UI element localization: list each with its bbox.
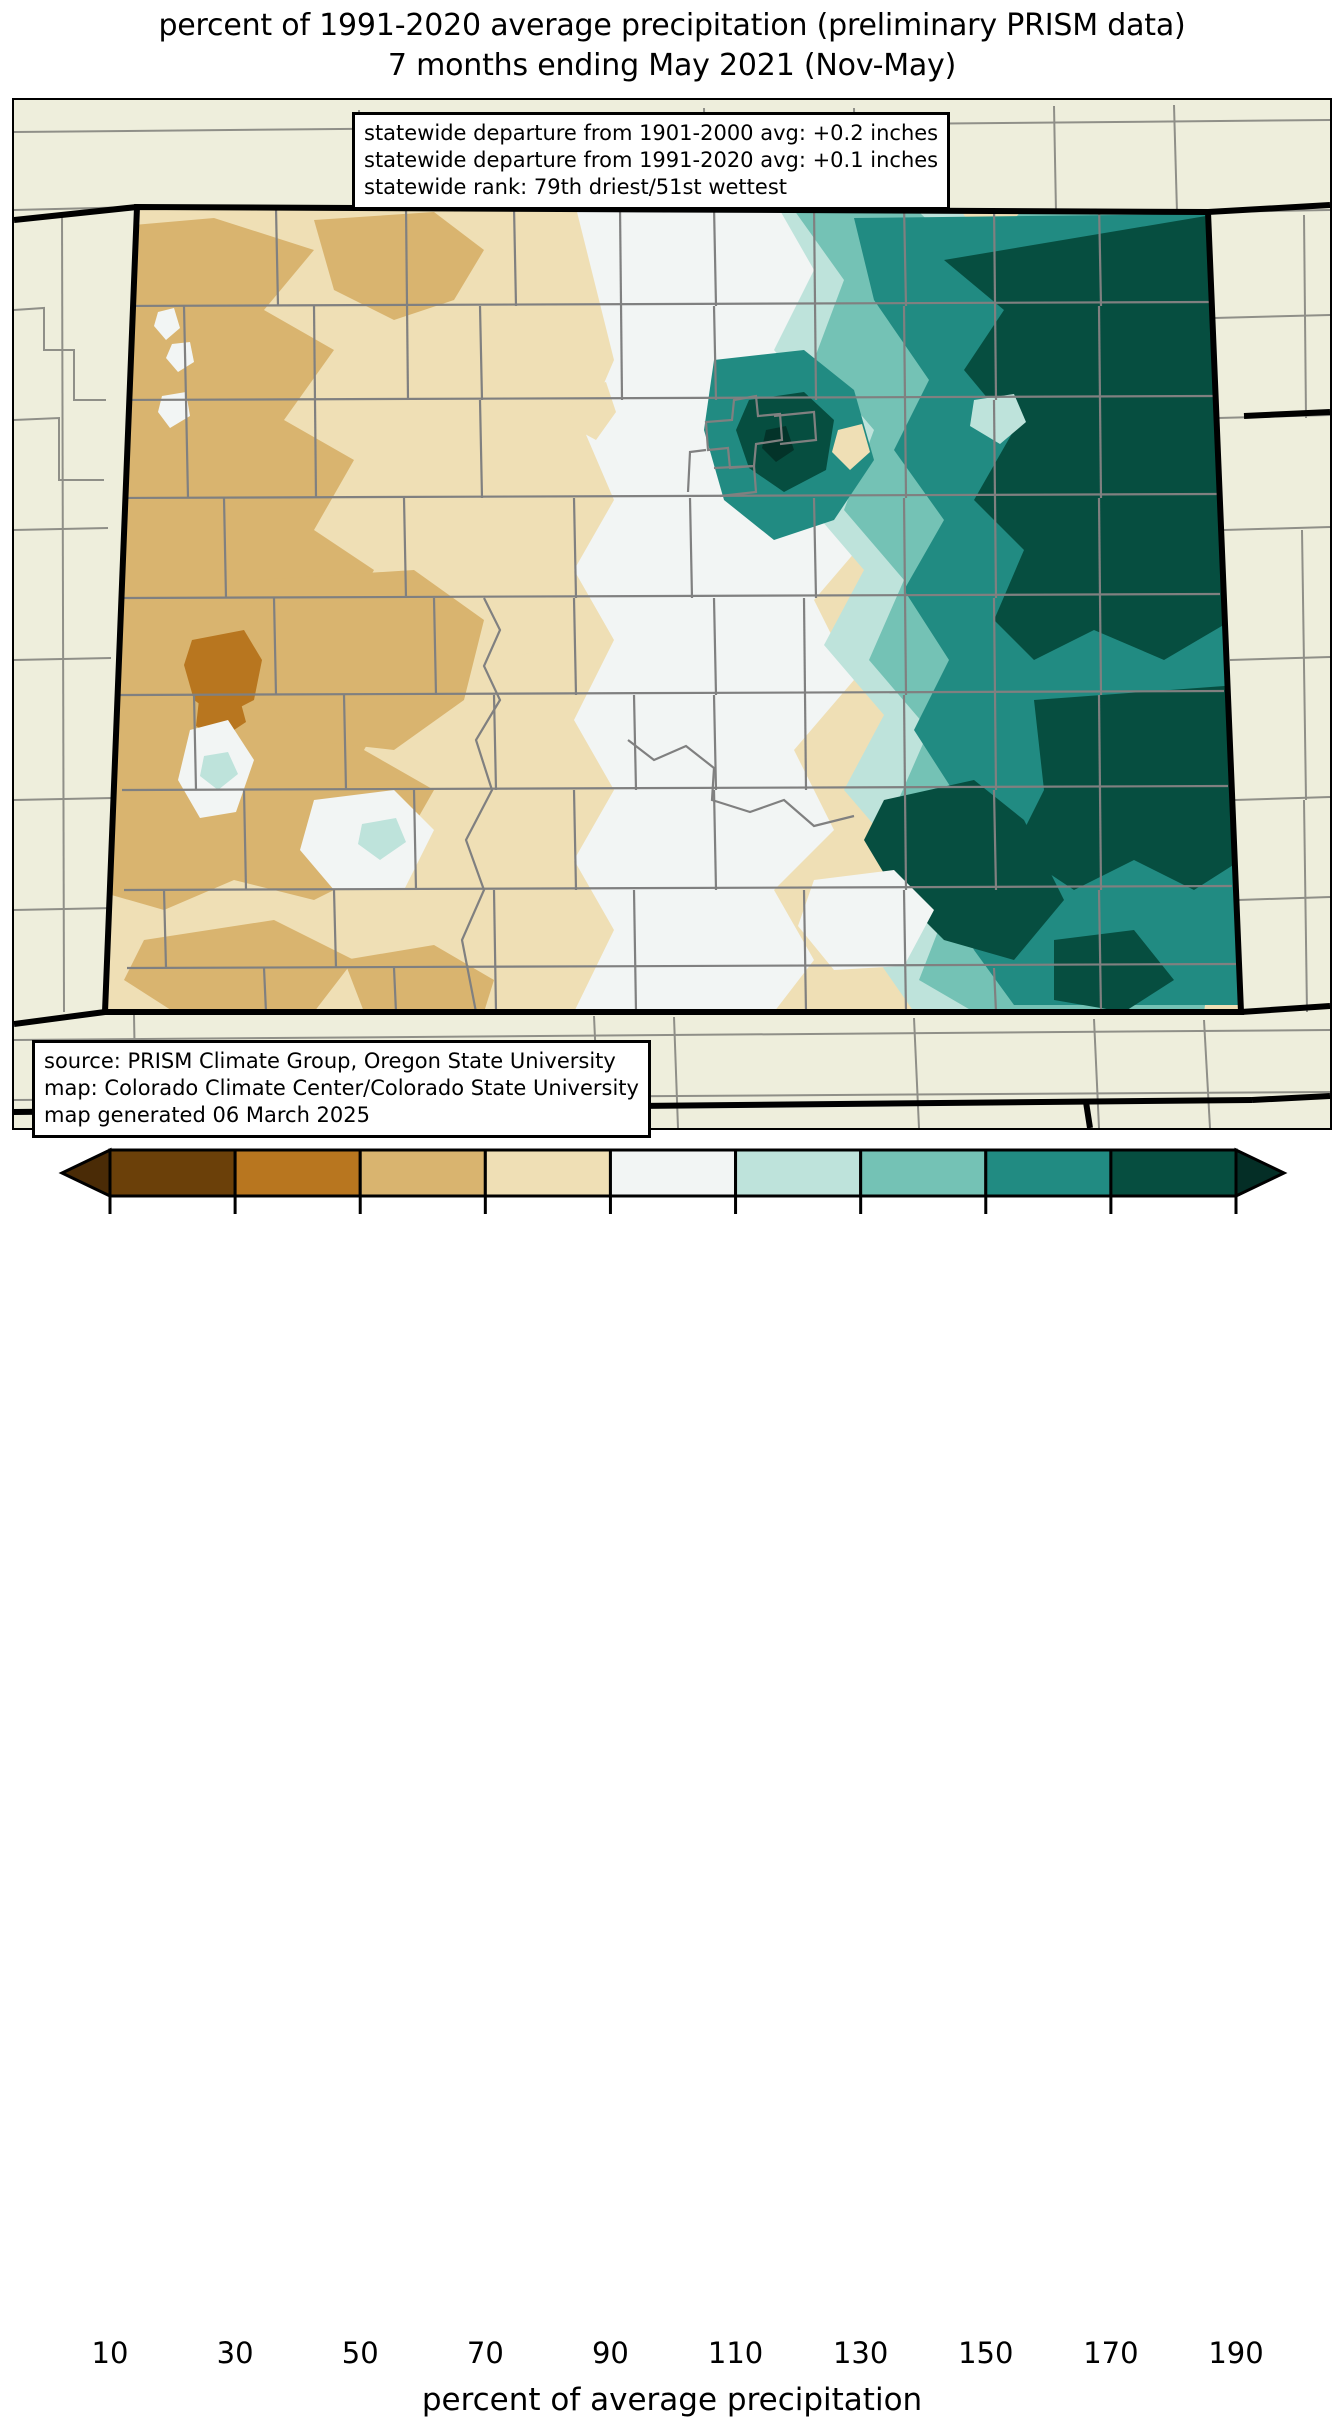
colorbar-axis-label: percent of average precipitation	[421, 2382, 923, 2418]
colorbar-band-5	[734, 1148, 863, 1198]
colorbar-tick-label-150: 150	[958, 2336, 1014, 2370]
colorbar-tick-label-50: 50	[341, 2336, 379, 2370]
island-70-90-center-b	[486, 652, 548, 740]
colorado-precip-field	[105, 207, 1241, 1012]
colorbar-ticks	[108, 1196, 1238, 1214]
colorbar-band-1	[233, 1148, 362, 1198]
island-110-130-inner	[970, 394, 1026, 444]
colorbar-tick-label-10: 10	[91, 2336, 129, 2370]
colorbar-tick-label-130: 130	[832, 2336, 889, 2370]
band-170-190-northeast	[944, 216, 1232, 660]
island-110-130-west-pocket-b	[358, 818, 406, 860]
source-line-2: map: Colorado Climate Center/Colorado St…	[44, 1076, 639, 1100]
band-170-190-pocket-a	[1054, 930, 1174, 1012]
island-70-90-center	[570, 382, 616, 440]
source-line-3: map generated 06 March 2025	[44, 1103, 371, 1127]
island-70-90-south	[526, 862, 576, 924]
map-canvas[interactable]	[12, 98, 1332, 1130]
band-50-70-south	[124, 920, 354, 1012]
page-title: percent of 1991-2020 average precipitati…	[0, 6, 1344, 86]
source-line-1: source: PRISM Climate Group, Oregon Stat…	[44, 1049, 616, 1073]
island-70-90-center-c	[832, 424, 870, 470]
colorbar-band-7	[984, 1148, 1113, 1198]
island-110-130-west-pocket	[200, 752, 238, 790]
dot-90-110-nw-b	[166, 342, 194, 372]
colorbar-band-2	[358, 1148, 487, 1198]
colorbar-under-arrow	[58, 1147, 112, 1199]
colorbar-band-6	[859, 1148, 988, 1198]
stats-line-1: statewide departure from 1901-2000 avg: …	[364, 121, 939, 145]
band-170-190-east-central	[1014, 685, 1241, 890]
source-credits-box: source: PRISM Climate Group, Oregon Stat…	[32, 1040, 651, 1138]
dot-90-110-nw-c	[158, 392, 190, 428]
precipitation-map-svg	[14, 100, 1330, 1128]
colorado-county-lines	[108, 207, 1237, 1012]
colorbar-svg	[58, 1147, 1288, 1214]
colorbar-band-4	[608, 1148, 738, 1198]
colorbar-tick-label-70: 70	[466, 2336, 504, 2370]
band-30-50-core	[184, 630, 262, 718]
colorbar-tick-label-110: 110	[707, 2336, 764, 2370]
band-170-190-southeast	[864, 780, 1064, 960]
colorbar-tick-label-170: 170	[1083, 2336, 1139, 2370]
colorbar-over-arrow	[1234, 1147, 1288, 1199]
band-50-70-northwest-upper	[314, 212, 484, 320]
colorbar: 10 30 50 70 90 110 130 150 170 190 percent of ave…	[0, 1140, 1344, 2418]
colorbar-tick-label-190: 190	[1208, 2336, 1264, 2370]
title-line-2: 7 months ending May 2021 (Nov-May)	[387, 48, 957, 83]
title-line-1: percent of 1991-2020 average precipitati…	[158, 8, 1186, 43]
stats-line-2: statewide departure from 1991-2020 avg: …	[364, 148, 939, 172]
colorbar-tick-label-30: 30	[216, 2336, 254, 2370]
colorbar-tick-label-90: 90	[591, 2336, 629, 2370]
stats-line-3: statewide rank: 79th driest/51st wettest	[364, 175, 787, 199]
colorbar-band-8	[1109, 1148, 1238, 1198]
colorbar-band-0	[108, 1148, 237, 1198]
colorbar-bands	[58, 1147, 1288, 1199]
statewide-stats-box: statewide departure from 1901-2000 avg: …	[352, 112, 951, 210]
colorbar-band-3	[483, 1148, 612, 1198]
island-90-110-east	[798, 870, 934, 970]
dot-90-110-nw-a	[154, 308, 180, 340]
band-darkest-denver-core	[762, 426, 794, 462]
band-50-70-south-lobe	[344, 945, 494, 1012]
band-50-70-central-lobe	[244, 570, 484, 750]
map-page: percent of 1991-2020 average precipitati…	[0, 6, 1344, 2418]
